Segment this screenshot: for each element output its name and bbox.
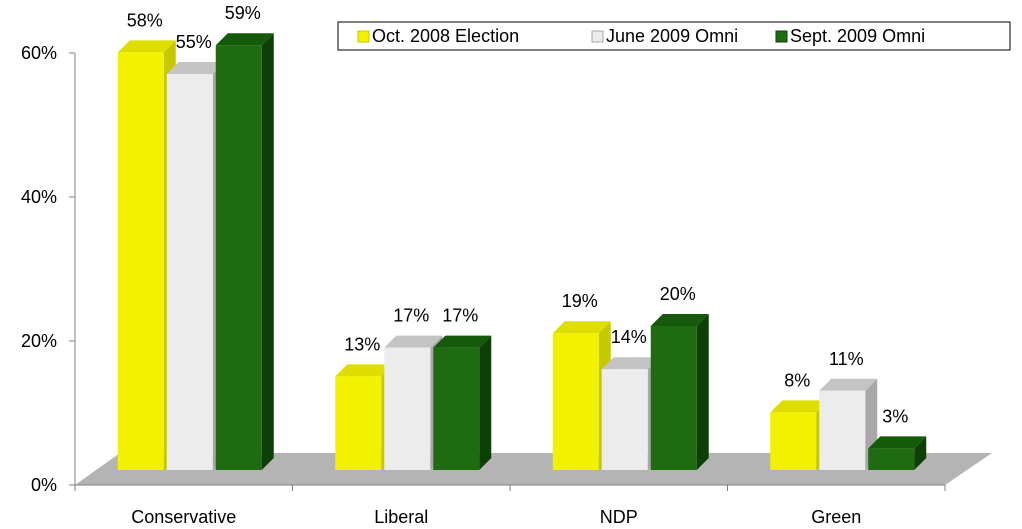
y-tick-label: 20% — [21, 331, 57, 351]
x-axis: Conservative Liberal NDP Green — [74, 485, 946, 527]
bar — [433, 335, 492, 470]
data-label: 59% — [225, 3, 261, 23]
chart-floor — [75, 453, 992, 485]
bar — [335, 364, 394, 470]
bar — [552, 321, 611, 470]
data-label: 19% — [562, 291, 598, 311]
data-label: 20% — [660, 284, 696, 304]
y-tick-label: 40% — [21, 187, 57, 207]
legend-swatch — [357, 30, 370, 43]
bars — [117, 33, 927, 471]
data-label: 17% — [393, 306, 429, 326]
data-label: 11% — [829, 349, 864, 369]
y-tick-label: 60% — [21, 43, 57, 63]
bar — [650, 314, 709, 470]
data-label: 8% — [784, 370, 810, 390]
data-label: 14% — [611, 327, 647, 347]
x-tick-label: NDP — [600, 507, 638, 527]
x-tick-label: Green — [811, 507, 861, 527]
data-label: 3% — [882, 406, 908, 426]
legend-box — [337, 21, 1011, 51]
legend-label: Sept. 2009 Omni — [790, 26, 925, 46]
data-label: 13% — [344, 334, 380, 354]
x-tick-label: Conservative — [131, 507, 236, 527]
bar — [819, 378, 878, 470]
legend-label: June 2009 Omni — [606, 26, 738, 46]
y-axis: 0% 20% 40% 60% — [21, 43, 75, 495]
legend-label: Oct. 2008 Election — [372, 26, 519, 46]
legend-swatch — [775, 30, 788, 43]
data-labels: 58% 55% 59% 13% 17% 17% 19% 14% 20% 8% 11% 3% — [127, 3, 909, 426]
data-label: 17% — [442, 306, 478, 326]
data-label: 55% — [176, 32, 212, 52]
x-tick-label: Liberal — [374, 507, 428, 527]
data-label: 58% — [127, 10, 163, 30]
bar — [215, 33, 274, 470]
y-tick-label: 0% — [31, 475, 57, 495]
legend-swatch — [591, 30, 604, 43]
legend: Oct. 2008 Election June 2009 Omni Sept. 20… — [337, 21, 1011, 51]
bar — [868, 436, 927, 470]
